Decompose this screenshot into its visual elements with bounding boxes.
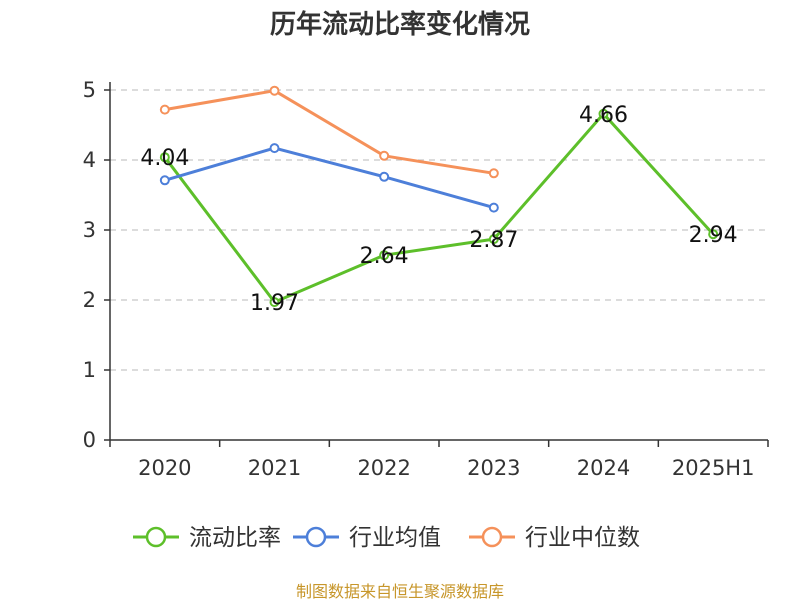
legend-label: 流动比率 — [189, 525, 281, 551]
chart-title: 历年流动比率变化情况 — [269, 10, 530, 40]
legend-label: 行业中位数 — [525, 525, 640, 551]
data-point — [379, 150, 390, 161]
data-point — [269, 143, 280, 154]
legend: 流动比率 行业均值 行业中位数 — [133, 525, 640, 551]
legend-marker — [481, 526, 503, 548]
data-point — [379, 171, 390, 182]
data-label: 2.87 — [469, 228, 518, 253]
legend-marker — [145, 526, 167, 548]
data-point — [488, 234, 499, 245]
data-point — [159, 104, 170, 115]
series-line-3 — [164, 89, 495, 175]
y-tick-label: 5 — [83, 78, 96, 102]
data-point — [379, 250, 390, 261]
legend-item-3: 行业中位数 — [469, 525, 640, 551]
series-line-1 — [163, 112, 715, 304]
data-point — [488, 202, 499, 213]
data-label: 2.94 — [689, 223, 738, 248]
data-labels: 4.04 1.97 2.64 2.87 4.66 2.94 — [140, 103, 737, 316]
y-tick-label: 0 — [83, 428, 96, 452]
data-source-note: 制图数据来自恒生聚源数据库 — [295, 582, 504, 601]
gridlines — [110, 89, 768, 371]
data-point — [269, 85, 280, 96]
data-label: 4.04 — [140, 146, 189, 171]
x-tick-label: 2024 — [577, 456, 630, 480]
data-point — [159, 175, 170, 186]
data-label: 2.64 — [360, 244, 409, 269]
y-tick-label: 3 — [83, 218, 96, 242]
y-tick-label: 4 — [83, 148, 96, 172]
series-lines — [159, 85, 719, 308]
data-label: 4.66 — [579, 103, 628, 128]
legend-item-1: 流动比率 — [133, 525, 281, 551]
x-tick-label: 2025H1 — [672, 456, 755, 480]
x-tick-label: 2021 — [248, 456, 301, 480]
data-point — [488, 168, 499, 179]
y-tick-label: 1 — [83, 358, 96, 382]
data-label: 1.97 — [250, 291, 299, 316]
series-line-2 — [164, 146, 495, 210]
data-point — [598, 108, 609, 119]
x-tick-label: 2022 — [357, 456, 410, 480]
data-point — [269, 297, 280, 308]
legend-marker — [305, 526, 327, 548]
legend-label: 行业均值 — [349, 525, 441, 551]
x-tick-label: 2023 — [467, 456, 520, 480]
data-point — [159, 152, 170, 163]
x-tick-label: 2020 — [138, 456, 191, 480]
y-tick-label: 2 — [83, 288, 96, 312]
axes: 0 1 2 3 4 5 2020 2021 2022 2023 2024 2025H1 — [83, 78, 769, 480]
data-point — [708, 229, 719, 240]
legend-item-2: 行业均值 — [293, 525, 441, 551]
